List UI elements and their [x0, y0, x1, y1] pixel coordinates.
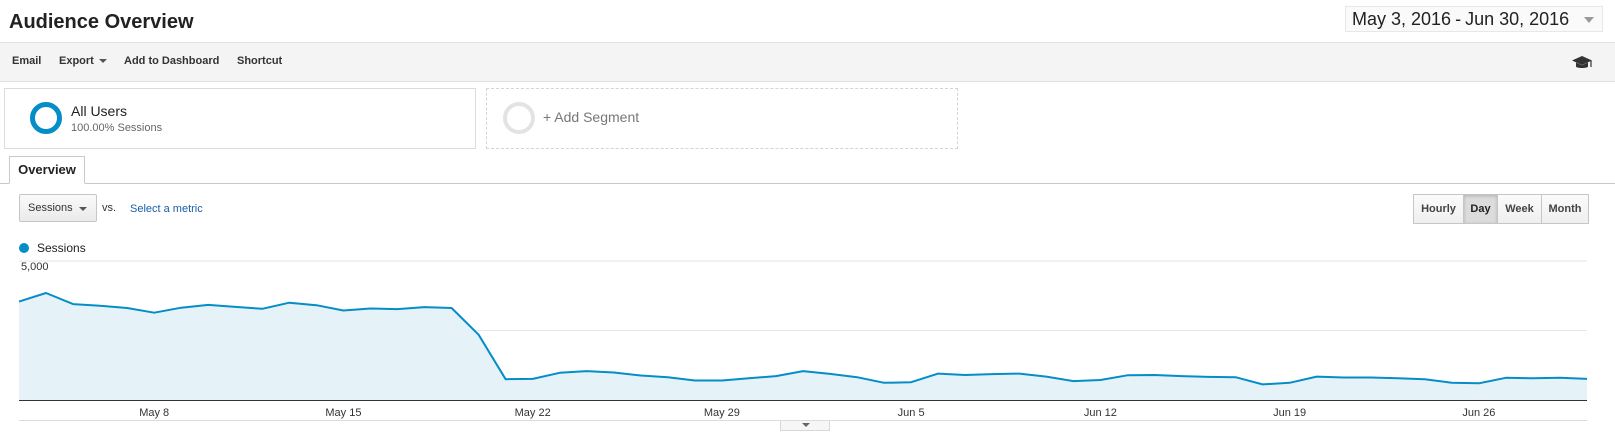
- series-area-sessions: [19, 293, 1587, 400]
- granularity-hourly-button[interactable]: Hourly: [1413, 194, 1464, 224]
- add-segment-button[interactable]: + Add Segment: [486, 88, 958, 149]
- legend-swatch: [19, 243, 29, 253]
- x-tick-label: May 22: [515, 407, 551, 419]
- segment-ring-icon: [30, 102, 62, 134]
- chevron-down-icon: [802, 423, 810, 427]
- x-tick-label: Jun 5: [898, 407, 925, 419]
- date-separator: -: [1455, 8, 1462, 29]
- segment-name: All Users: [71, 103, 128, 119]
- date-range-picker[interactable]: May 3, 2016 - Jun 30, 2016: [1345, 6, 1603, 32]
- x-tick-label: May 15: [325, 407, 361, 419]
- series-line-sessions: [18, 292, 1588, 386]
- email-button[interactable]: Email: [12, 55, 42, 67]
- empty-segment-ring-icon: [503, 102, 535, 134]
- tab-divider: [0, 183, 1615, 184]
- graduation-cap-icon[interactable]: [1571, 55, 1593, 71]
- page-title: Audience Overview: [9, 11, 194, 33]
- granularity-month-button[interactable]: Month: [1541, 194, 1589, 224]
- segment-all-users[interactable]: All Users 100.00% Sessions: [4, 88, 476, 149]
- y-tick-label: 5,000: [21, 261, 49, 273]
- x-tick-label: May 8: [139, 407, 169, 419]
- x-tick-label: Jun 12: [1084, 407, 1117, 419]
- tab-overview[interactable]: Overview: [9, 156, 85, 184]
- select-metric-link[interactable]: Select a metric: [130, 203, 203, 215]
- vs-label: vs.: [102, 202, 117, 214]
- chevron-down-icon: [1584, 17, 1594, 23]
- segment-sessions-share: 100.00% Sessions: [71, 122, 163, 134]
- metric-dropdown[interactable]: Sessions: [19, 194, 97, 222]
- toolbar: Email Export Add to Dashboard Shortcut: [0, 42, 1615, 82]
- date-start: May 3, 2016: [1352, 8, 1452, 29]
- export-label: Export: [59, 55, 94, 67]
- granularity-toggle: Hourly Day Week Month: [1413, 194, 1589, 224]
- add-to-dashboard-button[interactable]: Add to Dashboard: [124, 55, 220, 67]
- chevron-down-icon: [98, 59, 107, 64]
- add-segment-label: + Add Segment: [543, 109, 640, 125]
- x-tick-label: May 29: [704, 407, 740, 419]
- x-tick-label: Jun 19: [1273, 407, 1306, 419]
- x-tick-label: Jun 26: [1462, 407, 1495, 419]
- chart-expand-handle[interactable]: [780, 421, 830, 431]
- legend-label-sessions: Sessions: [37, 241, 86, 255]
- granularity-week-button[interactable]: Week: [1497, 194, 1542, 224]
- metric-dropdown-value: Sessions: [28, 202, 73, 214]
- chevron-down-icon: [79, 207, 87, 211]
- shortcut-button[interactable]: Shortcut: [237, 55, 283, 67]
- export-button[interactable]: Export: [59, 55, 107, 67]
- date-end: Jun 30, 2016: [1465, 8, 1570, 29]
- granularity-day-button[interactable]: Day: [1463, 194, 1498, 224]
